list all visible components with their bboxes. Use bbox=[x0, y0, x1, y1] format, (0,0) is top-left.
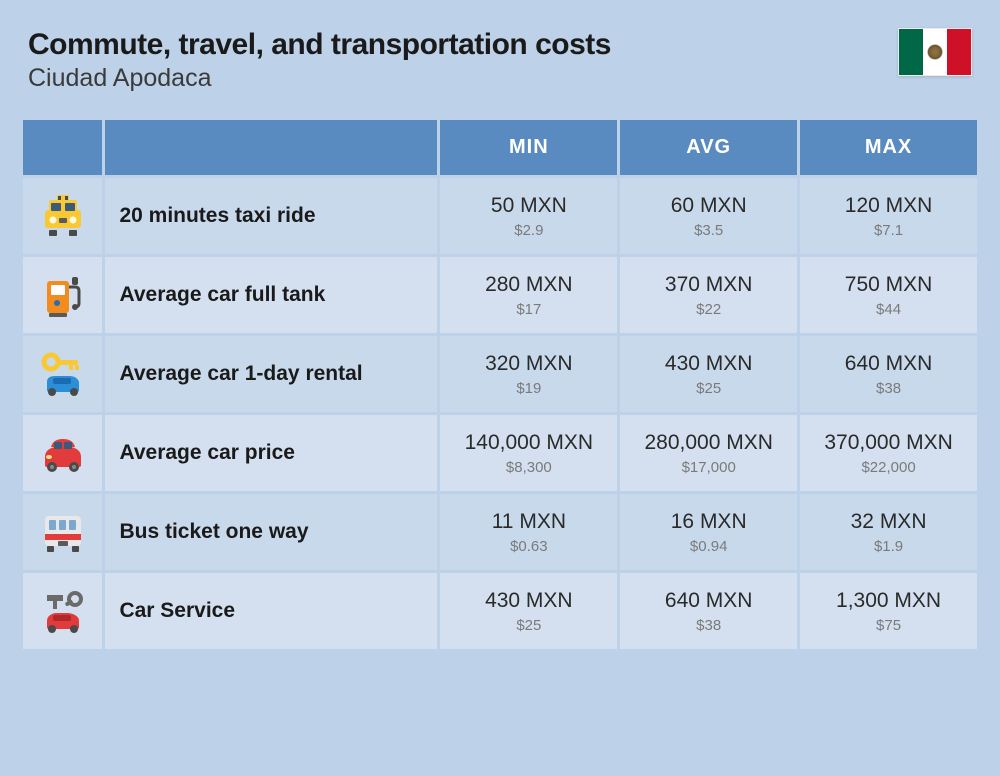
table-row: Car Service 430 MXN $25 640 MXN $38 1,300 MXN… bbox=[23, 573, 977, 649]
usd-value: $25 bbox=[448, 617, 609, 634]
table-row: 20 minutes taxi ride 50 MXN $2.9 60 MXN $3.5… bbox=[23, 178, 977, 254]
row-label: Average car price bbox=[105, 415, 437, 491]
table-row: Average car full tank 280 MXN $17 370 MXN $2… bbox=[23, 257, 977, 333]
mxn-value: 430 MXN bbox=[628, 351, 789, 377]
mxn-value: 430 MXN bbox=[448, 588, 609, 614]
usd-value: $38 bbox=[628, 617, 789, 634]
mxn-value: 280 MXN bbox=[448, 272, 609, 298]
usd-value: $0.63 bbox=[448, 538, 609, 555]
usd-value: $17 bbox=[448, 301, 609, 318]
usd-value: $75 bbox=[808, 617, 969, 634]
cell-avg: 430 MXN $25 bbox=[620, 336, 797, 412]
header-max: MAX bbox=[800, 120, 977, 175]
page-subtitle: Ciudad Apodaca bbox=[28, 64, 898, 93]
cell-max: 32 MXN $1.9 bbox=[800, 494, 977, 570]
mxn-value: 32 MXN bbox=[808, 509, 969, 535]
usd-value: $17,000 bbox=[628, 459, 789, 476]
header-avg: AVG bbox=[620, 120, 797, 175]
row-label: Average car full tank bbox=[105, 257, 437, 333]
mxn-value: 60 MXN bbox=[628, 193, 789, 219]
header-min: MIN bbox=[440, 120, 617, 175]
car-key-icon bbox=[23, 336, 102, 412]
cell-max: 750 MXN $44 bbox=[800, 257, 977, 333]
cell-max: 370,000 MXN $22,000 bbox=[800, 415, 977, 491]
usd-value: $22 bbox=[628, 301, 789, 318]
mxn-value: 370,000 MXN bbox=[808, 430, 969, 456]
fuel-pump-icon bbox=[23, 257, 102, 333]
mxn-value: 120 MXN bbox=[808, 193, 969, 219]
cell-max: 1,300 MXN $75 bbox=[800, 573, 977, 649]
flag-stripe-green bbox=[899, 29, 923, 75]
cell-min: 320 MXN $19 bbox=[440, 336, 617, 412]
cell-avg: 280,000 MXN $17,000 bbox=[620, 415, 797, 491]
cell-avg: 60 MXN $3.5 bbox=[620, 178, 797, 254]
mxn-value: 1,300 MXN bbox=[808, 588, 969, 614]
row-label: Car Service bbox=[105, 573, 437, 649]
usd-value: $25 bbox=[628, 380, 789, 397]
row-label: Average car 1-day rental bbox=[105, 336, 437, 412]
cell-avg: 16 MXN $0.94 bbox=[620, 494, 797, 570]
mxn-value: 370 MXN bbox=[628, 272, 789, 298]
mxn-value: 11 MXN bbox=[448, 509, 609, 535]
usd-value: $2.9 bbox=[448, 222, 609, 239]
mexico-flag-icon bbox=[898, 28, 972, 76]
mxn-value: 640 MXN bbox=[808, 351, 969, 377]
usd-value: $8,300 bbox=[448, 459, 609, 476]
usd-value: $38 bbox=[808, 380, 969, 397]
costs-table: MIN AVG MAX 20 minutes taxi ride 50 MXN $2… bbox=[20, 117, 980, 652]
header-label-col bbox=[105, 120, 437, 175]
table-row: Average car price 140,000 MXN $8,300 280,00… bbox=[23, 415, 977, 491]
mxn-value: 50 MXN bbox=[448, 193, 609, 219]
row-label: 20 minutes taxi ride bbox=[105, 178, 437, 254]
cell-avg: 640 MXN $38 bbox=[620, 573, 797, 649]
cell-min: 50 MXN $2.9 bbox=[440, 178, 617, 254]
table-header-row: MIN AVG MAX bbox=[23, 120, 977, 175]
bus-icon bbox=[23, 494, 102, 570]
usd-value: $3.5 bbox=[628, 222, 789, 239]
table-row: Bus ticket one way 11 MXN $0.63 16 MXN $0.94… bbox=[23, 494, 977, 570]
cell-min: 430 MXN $25 bbox=[440, 573, 617, 649]
row-label: Bus ticket one way bbox=[105, 494, 437, 570]
mxn-value: 140,000 MXN bbox=[448, 430, 609, 456]
page-container: Commute, travel, and transportation cost… bbox=[0, 0, 1000, 652]
cell-min: 11 MXN $0.63 bbox=[440, 494, 617, 570]
page-title: Commute, travel, and transportation cost… bbox=[28, 28, 898, 62]
header-icon-col bbox=[23, 120, 102, 175]
mxn-value: 640 MXN bbox=[628, 588, 789, 614]
car-service-icon bbox=[23, 573, 102, 649]
header-text: Commute, travel, and transportation cost… bbox=[28, 28, 898, 93]
usd-value: $0.94 bbox=[628, 538, 789, 555]
table-row: Average car 1-day rental 320 MXN $19 430 MX… bbox=[23, 336, 977, 412]
cell-max: 640 MXN $38 bbox=[800, 336, 977, 412]
mxn-value: 16 MXN bbox=[628, 509, 789, 535]
mxn-value: 280,000 MXN bbox=[628, 430, 789, 456]
header: Commute, travel, and transportation cost… bbox=[20, 28, 980, 93]
flag-stripe-red bbox=[947, 29, 971, 75]
cell-min: 280 MXN $17 bbox=[440, 257, 617, 333]
taxi-icon bbox=[23, 178, 102, 254]
usd-value: $7.1 bbox=[808, 222, 969, 239]
usd-value: $1.9 bbox=[808, 538, 969, 555]
usd-value: $19 bbox=[448, 380, 609, 397]
cell-avg: 370 MXN $22 bbox=[620, 257, 797, 333]
usd-value: $44 bbox=[808, 301, 969, 318]
car-icon bbox=[23, 415, 102, 491]
mxn-value: 750 MXN bbox=[808, 272, 969, 298]
flag-emblem-icon bbox=[927, 44, 943, 60]
cell-max: 120 MXN $7.1 bbox=[800, 178, 977, 254]
flag-stripe-white bbox=[923, 29, 947, 75]
mxn-value: 320 MXN bbox=[448, 351, 609, 377]
cell-min: 140,000 MXN $8,300 bbox=[440, 415, 617, 491]
usd-value: $22,000 bbox=[808, 459, 969, 476]
